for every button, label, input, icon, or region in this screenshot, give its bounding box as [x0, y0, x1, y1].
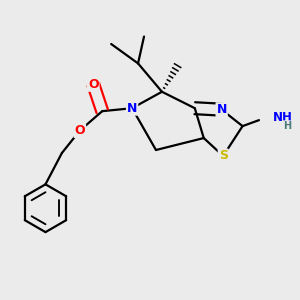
- Text: N: N: [217, 103, 227, 116]
- Text: O: O: [74, 124, 85, 137]
- Text: S: S: [219, 149, 228, 163]
- Text: H: H: [283, 121, 291, 131]
- Text: N: N: [127, 102, 137, 115]
- Text: NH: NH: [272, 111, 292, 124]
- Text: O: O: [88, 78, 99, 91]
